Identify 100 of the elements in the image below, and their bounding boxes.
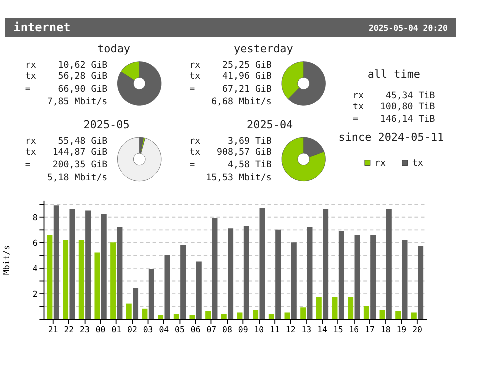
chart-title: 2025-05 xyxy=(84,118,130,132)
bar xyxy=(268,314,274,320)
bar xyxy=(253,310,259,320)
bar xyxy=(300,308,306,320)
bar xyxy=(380,310,386,320)
bar xyxy=(164,255,170,320)
bar xyxy=(63,240,69,320)
x-tick-label: 09 xyxy=(238,324,248,334)
bar xyxy=(411,312,417,320)
x-tick-label: 12 xyxy=(286,324,296,334)
text: = 67,21 GiB xyxy=(190,84,272,95)
bar xyxy=(133,288,139,320)
text: = 200,35 GiB xyxy=(25,160,108,171)
donut-slice xyxy=(118,137,162,182)
bar xyxy=(221,314,227,320)
bar xyxy=(148,269,154,320)
y-tick-label: 6 xyxy=(32,238,38,248)
bar xyxy=(237,312,243,320)
x-tick-label: 00 xyxy=(96,324,106,334)
x-tick-label: 10 xyxy=(254,324,264,334)
x-tick-label: 04 xyxy=(159,324,170,334)
chart-title: 2025-04 xyxy=(247,118,294,132)
x-tick-label: 07 xyxy=(206,324,217,334)
bar xyxy=(370,234,376,320)
bar xyxy=(354,234,360,320)
bar xyxy=(332,297,338,320)
bar xyxy=(78,240,84,320)
x-tick-label: 16 xyxy=(349,324,360,334)
donut-slice xyxy=(118,62,162,106)
y-tick-label: 2 xyxy=(32,288,38,299)
text: since 2024-05-11 xyxy=(338,131,444,144)
bar xyxy=(54,206,60,320)
y-axis-title: Mbit/s xyxy=(2,245,12,276)
text: 7,85 Mbit/s xyxy=(47,98,108,108)
bar xyxy=(206,311,212,320)
text: = 4,58 TiB xyxy=(190,160,272,171)
x-tick-label: 17 xyxy=(365,324,375,334)
bar xyxy=(174,314,180,320)
text: 15,53 Mbit/s xyxy=(206,173,272,184)
bar xyxy=(196,262,202,320)
x-tick-label: 03 xyxy=(143,324,154,334)
x-tick-label: 15 xyxy=(333,324,344,334)
bar xyxy=(316,297,322,320)
text: = 146,14 TiB xyxy=(352,115,436,126)
chart-title: today xyxy=(98,42,131,56)
text: all time xyxy=(368,68,421,82)
bar xyxy=(180,245,186,320)
x-tick-label: 18 xyxy=(380,324,391,334)
text: rx 25,25 GiB xyxy=(190,61,272,72)
bar xyxy=(142,308,148,320)
x-tick-label: 11 xyxy=(270,324,280,334)
bar xyxy=(158,315,164,320)
legend-label: tx xyxy=(412,158,424,169)
text: tx 56,28 GiB xyxy=(25,72,108,82)
text: tx 908,57 GiB xyxy=(190,148,272,158)
x-tick-label: 02 xyxy=(128,324,138,334)
text: 2025-05-04 20:20 xyxy=(368,22,448,33)
bar xyxy=(307,227,313,320)
bar xyxy=(70,209,76,320)
text: tx 100,80 TiB xyxy=(352,102,436,112)
text: = 66,90 GiB xyxy=(25,84,108,95)
x-tick-label: 14 xyxy=(318,324,328,334)
x-tick-label: 05 xyxy=(175,324,185,334)
text: rx 3,69 TiB xyxy=(190,136,272,147)
bar xyxy=(402,240,408,320)
text: rx 45,34 TiB xyxy=(352,91,436,102)
text: rx 55,48 GiB xyxy=(25,136,108,147)
bar xyxy=(348,297,354,320)
x-tick-label: 21 xyxy=(48,324,58,334)
x-tick-label: 06 xyxy=(190,324,201,334)
legend-label: rx xyxy=(375,158,386,169)
donut-slice xyxy=(282,137,326,182)
bar xyxy=(117,227,123,320)
bar xyxy=(228,228,234,320)
text: rx 10,62 GiB xyxy=(25,61,108,72)
bar xyxy=(190,315,196,320)
bar xyxy=(418,246,424,320)
text: tx 41,96 GiB xyxy=(190,72,272,82)
bar xyxy=(323,209,329,320)
text: 5,18 Mbit/s xyxy=(47,173,108,184)
y-tick-label: 8 xyxy=(32,212,38,222)
bar xyxy=(260,208,266,320)
bar xyxy=(396,311,402,320)
x-tick-label: 23 xyxy=(80,324,90,334)
bar xyxy=(94,252,100,320)
text: internet xyxy=(14,20,71,35)
bar xyxy=(110,242,116,320)
bar xyxy=(126,304,132,320)
chart-title: yesterday xyxy=(234,42,294,56)
bar xyxy=(291,242,297,320)
x-tick-label: 19 xyxy=(396,324,407,334)
bar xyxy=(212,218,218,320)
bar xyxy=(338,231,344,320)
bar xyxy=(364,306,370,320)
x-tick-label: 22 xyxy=(64,324,74,334)
bar xyxy=(284,312,290,320)
x-tick-label: 20 xyxy=(412,324,422,334)
bar xyxy=(86,210,92,320)
bar xyxy=(244,226,250,320)
bar xyxy=(47,234,53,320)
